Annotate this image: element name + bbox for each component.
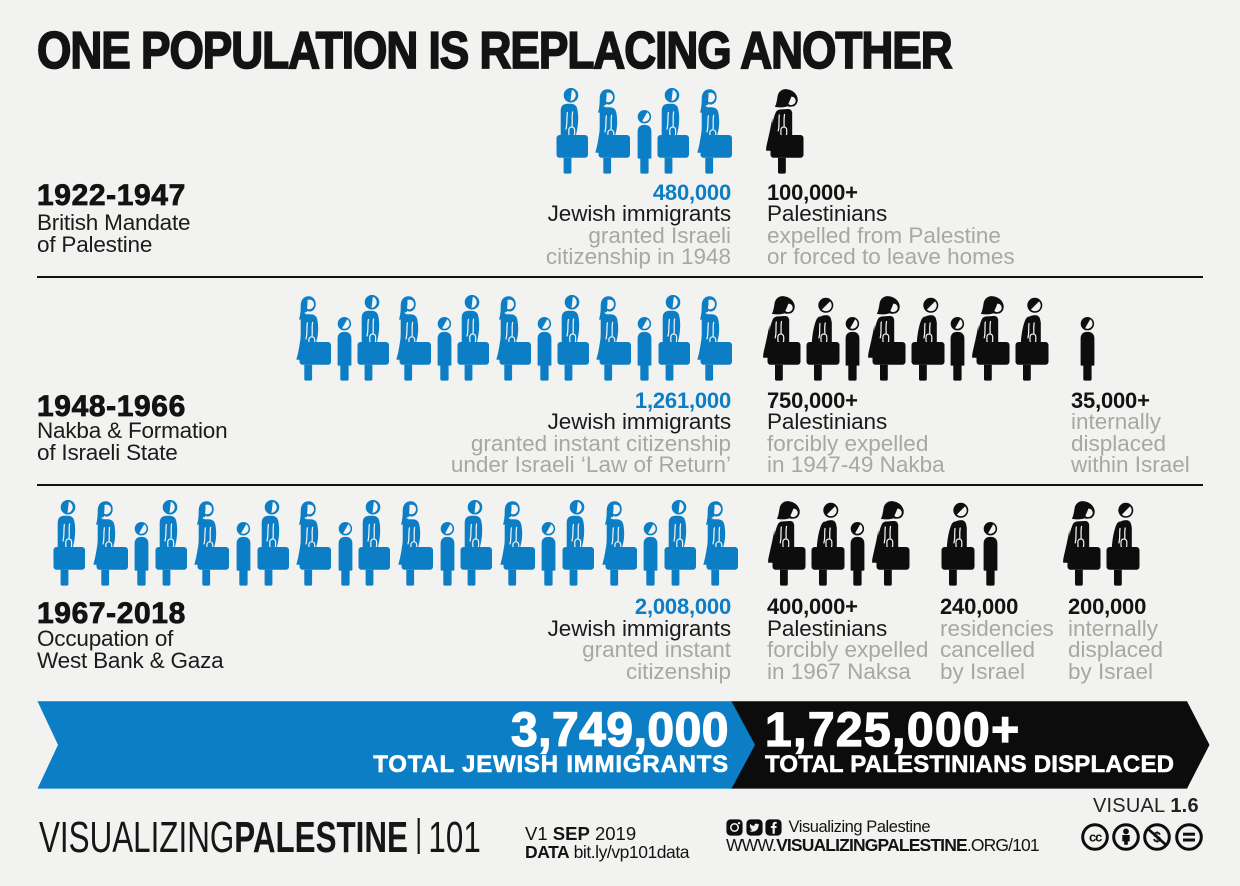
svg-text:cc: cc bbox=[1089, 829, 1102, 844]
